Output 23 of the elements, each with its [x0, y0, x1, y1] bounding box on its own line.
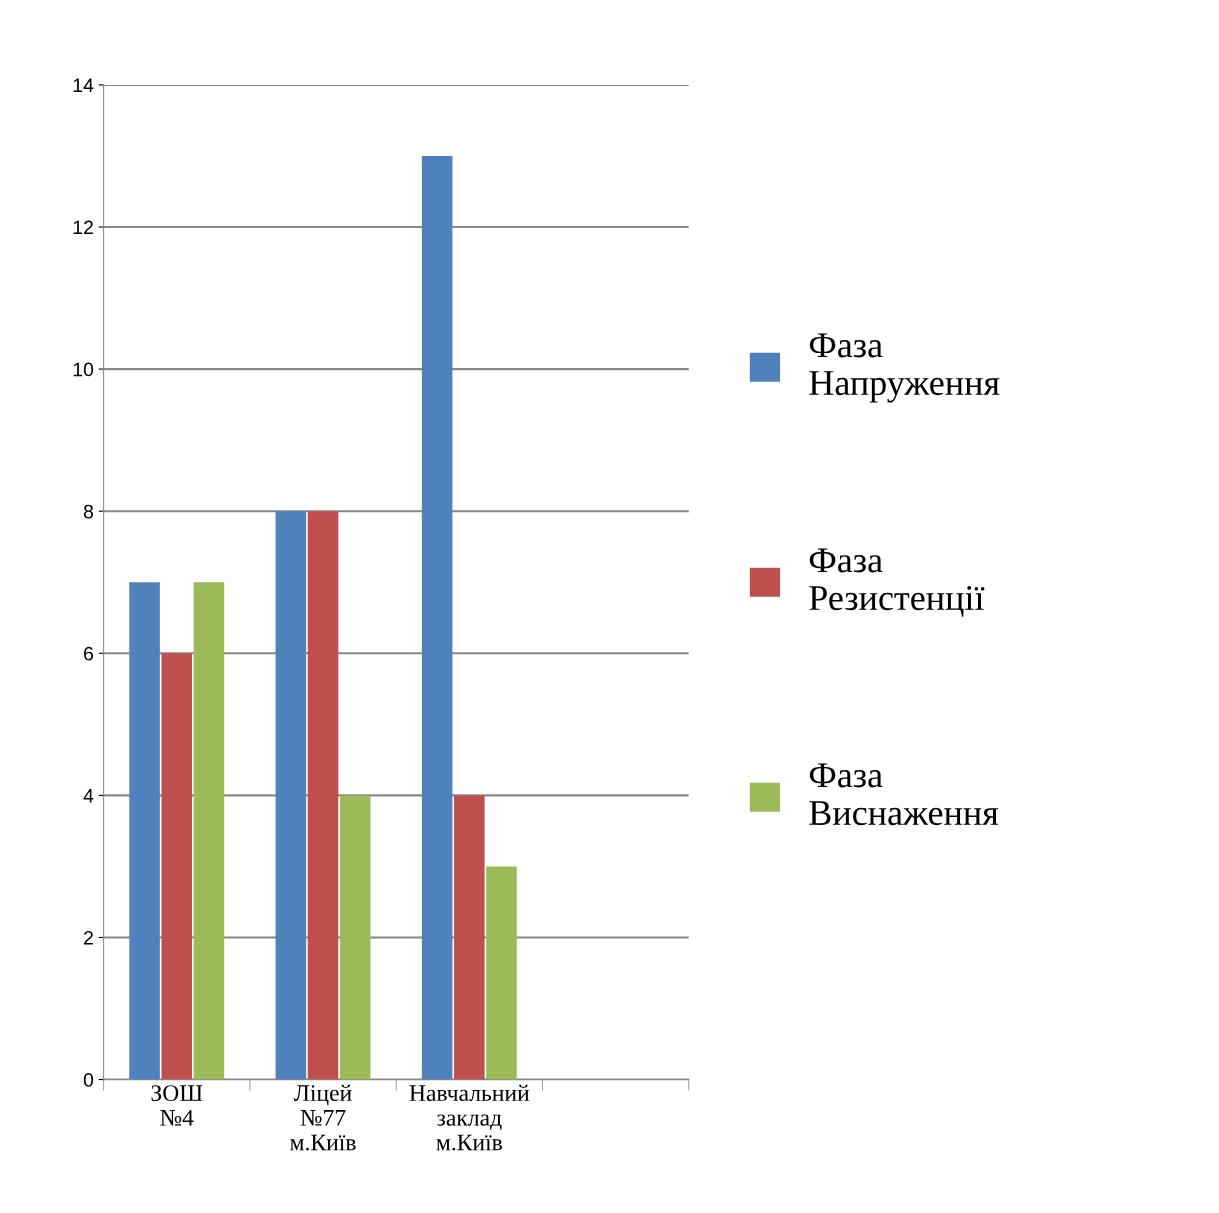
- y-tick-label: 14: [73, 78, 94, 92]
- legend-label: Фаза Виснаження: [809, 763, 999, 826]
- legend-label: Фаза Напруження: [809, 333, 1000, 403]
- bar: [193, 582, 225, 1080]
- y-tick-label: 0: [83, 1073, 94, 1087]
- bar: [275, 511, 307, 1080]
- y-tick-label: 8: [83, 504, 94, 519]
- bar: [486, 866, 517, 1080]
- bar: [454, 795, 485, 1080]
- bar: [129, 582, 160, 1080]
- y-tick-label: 6: [84, 646, 94, 661]
- y-tick-label: 4: [83, 789, 94, 803]
- bar: [161, 653, 193, 1080]
- y-tick-label: 12: [73, 220, 93, 235]
- x-tick-label: ЗОШ №4: [151, 1085, 203, 1126]
- legend-label: Фаза Резистенції: [809, 548, 985, 617]
- x-tick-label: Ліцей №77 м.Київ: [290, 1084, 356, 1151]
- bar: [307, 511, 339, 1080]
- x-tick-label: Навчальний заклад м.Київ: [409, 1084, 530, 1151]
- bar: [339, 795, 371, 1080]
- y-tick-label: 10: [73, 362, 94, 377]
- y-tick-label: 2: [84, 930, 93, 945]
- bar: [421, 155, 453, 1080]
